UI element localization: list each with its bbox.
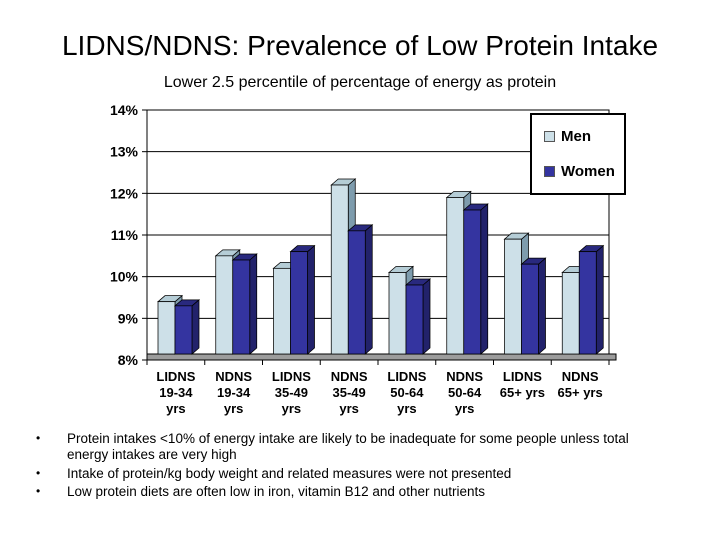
svg-text:19-34: 19-34 <box>217 385 251 400</box>
svg-text:14%: 14% <box>110 102 139 118</box>
svg-text:NDNS: NDNS <box>215 369 252 384</box>
bullet-text-2: Intake of protein/kg body weight and rel… <box>67 465 512 481</box>
bullet-list: • Protein intakes <10% of energy intake … <box>36 431 676 503</box>
svg-text:NDNS: NDNS <box>562 369 599 384</box>
svg-text:65+ yrs: 65+ yrs <box>500 385 545 400</box>
svg-text:12%: 12% <box>110 185 139 201</box>
svg-text:8%: 8% <box>118 352 139 368</box>
legend-item-men: Men <box>544 128 624 145</box>
svg-text:10%: 10% <box>110 269 139 285</box>
svg-text:11%: 11% <box>111 227 139 243</box>
svg-text:NDNS: NDNS <box>331 369 368 384</box>
bullet-marker-icon: • <box>36 484 41 499</box>
legend-label-men: Men <box>561 128 591 145</box>
svg-text:yrs: yrs <box>397 401 417 416</box>
svg-text:yrs: yrs <box>282 401 302 416</box>
svg-text:9%: 9% <box>118 310 139 326</box>
bullet-text-1: Protein intakes <10% of energy intake ar… <box>67 431 629 463</box>
svg-text:35-49: 35-49 <box>275 385 308 400</box>
men-color-swatch-icon <box>544 131 555 142</box>
bullet-marker-icon: • <box>36 431 41 445</box>
slide-subtitle: Lower 2.5 percentile of percentage of en… <box>163 74 557 91</box>
svg-text:yrs: yrs <box>455 401 475 416</box>
bullet-text-3: Low protein diets are often low in iron,… <box>67 484 485 500</box>
svg-text:LIDNS: LIDNS <box>272 369 311 384</box>
svg-text:65+ yrs: 65+ yrs <box>558 385 603 400</box>
legend-item-women: Women <box>544 163 624 180</box>
bullet-item-3: • Low protein diets are often low in iro… <box>36 484 676 500</box>
svg-text:LIDNS: LIDNS <box>156 369 195 384</box>
svg-text:yrs: yrs <box>166 401 186 416</box>
bullet-item-1: • Protein intakes <10% of energy intake … <box>36 431 676 464</box>
svg-text:35-49: 35-49 <box>333 385 366 400</box>
svg-text:NDNS: NDNS <box>446 369 483 384</box>
bullet-marker-icon: • <box>36 465 41 480</box>
svg-text:13%: 13% <box>110 144 139 160</box>
slide-title: LIDNS/NDNS: Prevalence of Low Protein In… <box>61 30 659 61</box>
svg-text:19-34: 19-34 <box>159 385 193 400</box>
svg-text:yrs: yrs <box>224 401 244 416</box>
chart-legend: Men Women <box>530 113 626 195</box>
svg-text:LIDNS: LIDNS <box>387 369 426 384</box>
svg-text:LIDNS: LIDNS <box>503 369 542 384</box>
legend-label-women: Women <box>561 163 615 180</box>
svg-text:yrs: yrs <box>339 401 359 416</box>
bullet-item-2: • Intake of protein/kg body weight and r… <box>36 466 676 482</box>
svg-text:50-64: 50-64 <box>390 385 424 400</box>
women-color-swatch-icon <box>544 166 555 177</box>
svg-text:50-64: 50-64 <box>448 385 482 400</box>
